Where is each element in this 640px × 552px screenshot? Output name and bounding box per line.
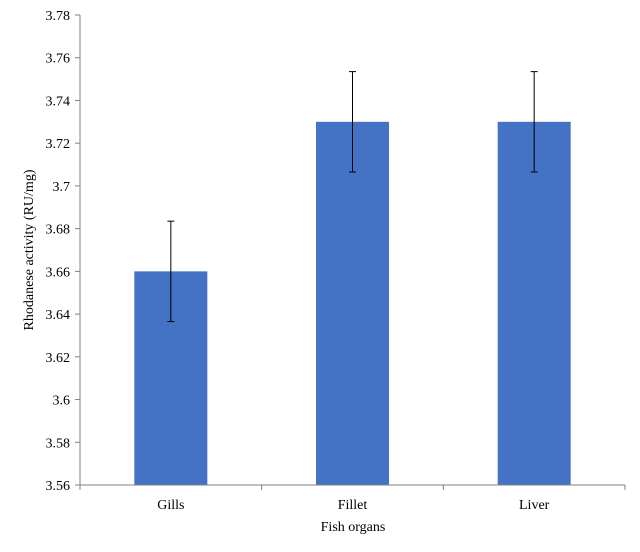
y-tick-label: 3.64 — [46, 308, 71, 323]
x-tick-label-fillet: Fillet — [338, 498, 368, 513]
y-tick-label: 3.58 — [46, 436, 71, 451]
y-axis-title: Rhodanese activity (RU/mg) — [22, 169, 37, 330]
y-tick-label: 3.62 — [46, 351, 71, 366]
tick-labels-layer: Gills Fillet Liver 3.56 3.58 3.6 3.62 3.64 3.66 3… — [46, 9, 550, 513]
bar-fillet — [316, 121, 389, 485]
y-tick-label: 3.74 — [46, 94, 71, 109]
bar-liver — [497, 121, 571, 485]
error-bars-layer — [167, 71, 538, 323]
x-axis-title: Fish organs — [321, 520, 386, 535]
x-tick-label-gills: Gills — [157, 498, 184, 513]
x-tick-label-liver: Liver — [519, 498, 550, 513]
y-tick-label: 3.6 — [53, 394, 71, 409]
y-tick-label: 3.68 — [46, 223, 71, 238]
y-tick-label: 3.76 — [46, 52, 71, 67]
y-tick-label: 3.7 — [53, 180, 71, 195]
y-tick-label: 3.66 — [46, 265, 71, 280]
axes-layer — [75, 14, 626, 490]
bars-layer — [134, 121, 571, 485]
y-tick-label: 3.56 — [46, 479, 71, 494]
y-tick-label: 3.72 — [46, 137, 71, 152]
y-tick-label: 3.78 — [46, 9, 71, 24]
